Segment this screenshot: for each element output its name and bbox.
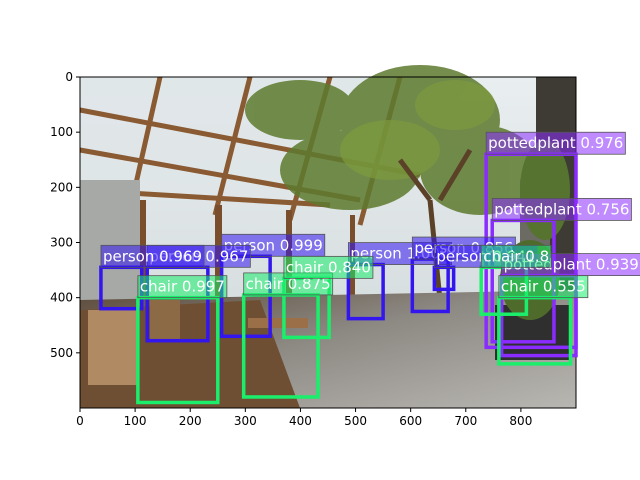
detection-label: chair 0.875 — [246, 275, 331, 293]
detection-label-bg — [480, 244, 552, 268]
x-axis: 0 100 200 300 400 500 600 700 800 — [76, 408, 532, 428]
detection-label-bg — [137, 275, 228, 299]
detection-label: chair 0.997 — [140, 278, 225, 296]
x-tick-label: 0 — [76, 414, 84, 428]
y-axis: 0 100 200 300 400 500 — [50, 70, 80, 360]
x-tick-label: 700 — [454, 414, 477, 428]
detection-label: chair 0.840 — [286, 258, 371, 276]
detection-label-bg — [491, 198, 632, 221]
detection-label-bg — [485, 131, 626, 155]
x-tick-label: 400 — [289, 414, 312, 428]
detection-label: pottedplant 0.756 — [494, 200, 629, 218]
detection-label-bg — [283, 255, 374, 279]
y-tick-label: 400 — [50, 291, 73, 305]
detection-label: chair 0.555 — [501, 278, 586, 296]
x-tick-label: 600 — [399, 414, 422, 428]
detection-label-bg — [498, 275, 589, 299]
y-tick-label: 500 — [50, 346, 73, 360]
y-tick-label: 100 — [50, 125, 73, 139]
detection-label: pottedplant 0.976 — [488, 134, 623, 152]
x-tick-label: 100 — [124, 414, 147, 428]
detection-label: person 0.969 — [103, 247, 202, 265]
x-tick-label: 300 — [234, 414, 257, 428]
x-tick-label: 200 — [179, 414, 202, 428]
y-tick-label: 0 — [65, 70, 73, 84]
x-tick-label: 800 — [509, 414, 532, 428]
detection-label-bg — [100, 244, 205, 268]
x-tick-label: 500 — [344, 414, 367, 428]
y-tick-label: 200 — [50, 180, 73, 194]
detection-label: chair 0.8 — [483, 247, 549, 265]
y-tick-label: 300 — [50, 236, 73, 250]
